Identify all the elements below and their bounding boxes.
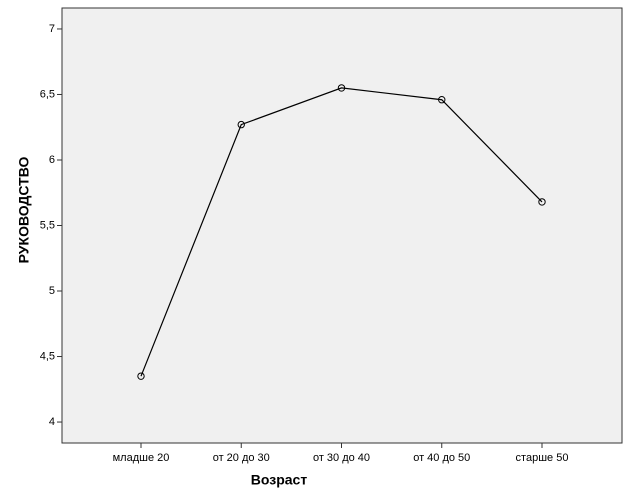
point	[337, 84, 346, 92]
point	[438, 96, 446, 104]
y-tick-label: 5,5	[40, 219, 55, 231]
x-tick-label: от 40 до 50	[413, 452, 470, 464]
x-tick-label: от 30 до 40	[313, 452, 370, 464]
y-tick-label: 6,5	[40, 88, 55, 100]
plot-area	[61, 7, 623, 444]
y-tick-label: 4	[49, 416, 55, 428]
point	[237, 120, 245, 129]
x-tick-label: старше 50	[516, 452, 569, 464]
x-tick-label: от 20 до 30	[213, 452, 270, 464]
point	[137, 372, 145, 380]
y-tick-label: 5	[49, 285, 55, 297]
y-axis-title: РУКОВОДСТВО	[16, 157, 32, 264]
point	[538, 198, 546, 206]
x-tick-label: младше 20	[113, 452, 170, 464]
y-tick-label: 4,5	[40, 350, 55, 362]
y-tick-label: 7	[49, 23, 55, 35]
y-tick-label: 6	[49, 154, 55, 166]
x-axis-title: Возраст	[251, 472, 308, 488]
line	[140, 87, 543, 377]
